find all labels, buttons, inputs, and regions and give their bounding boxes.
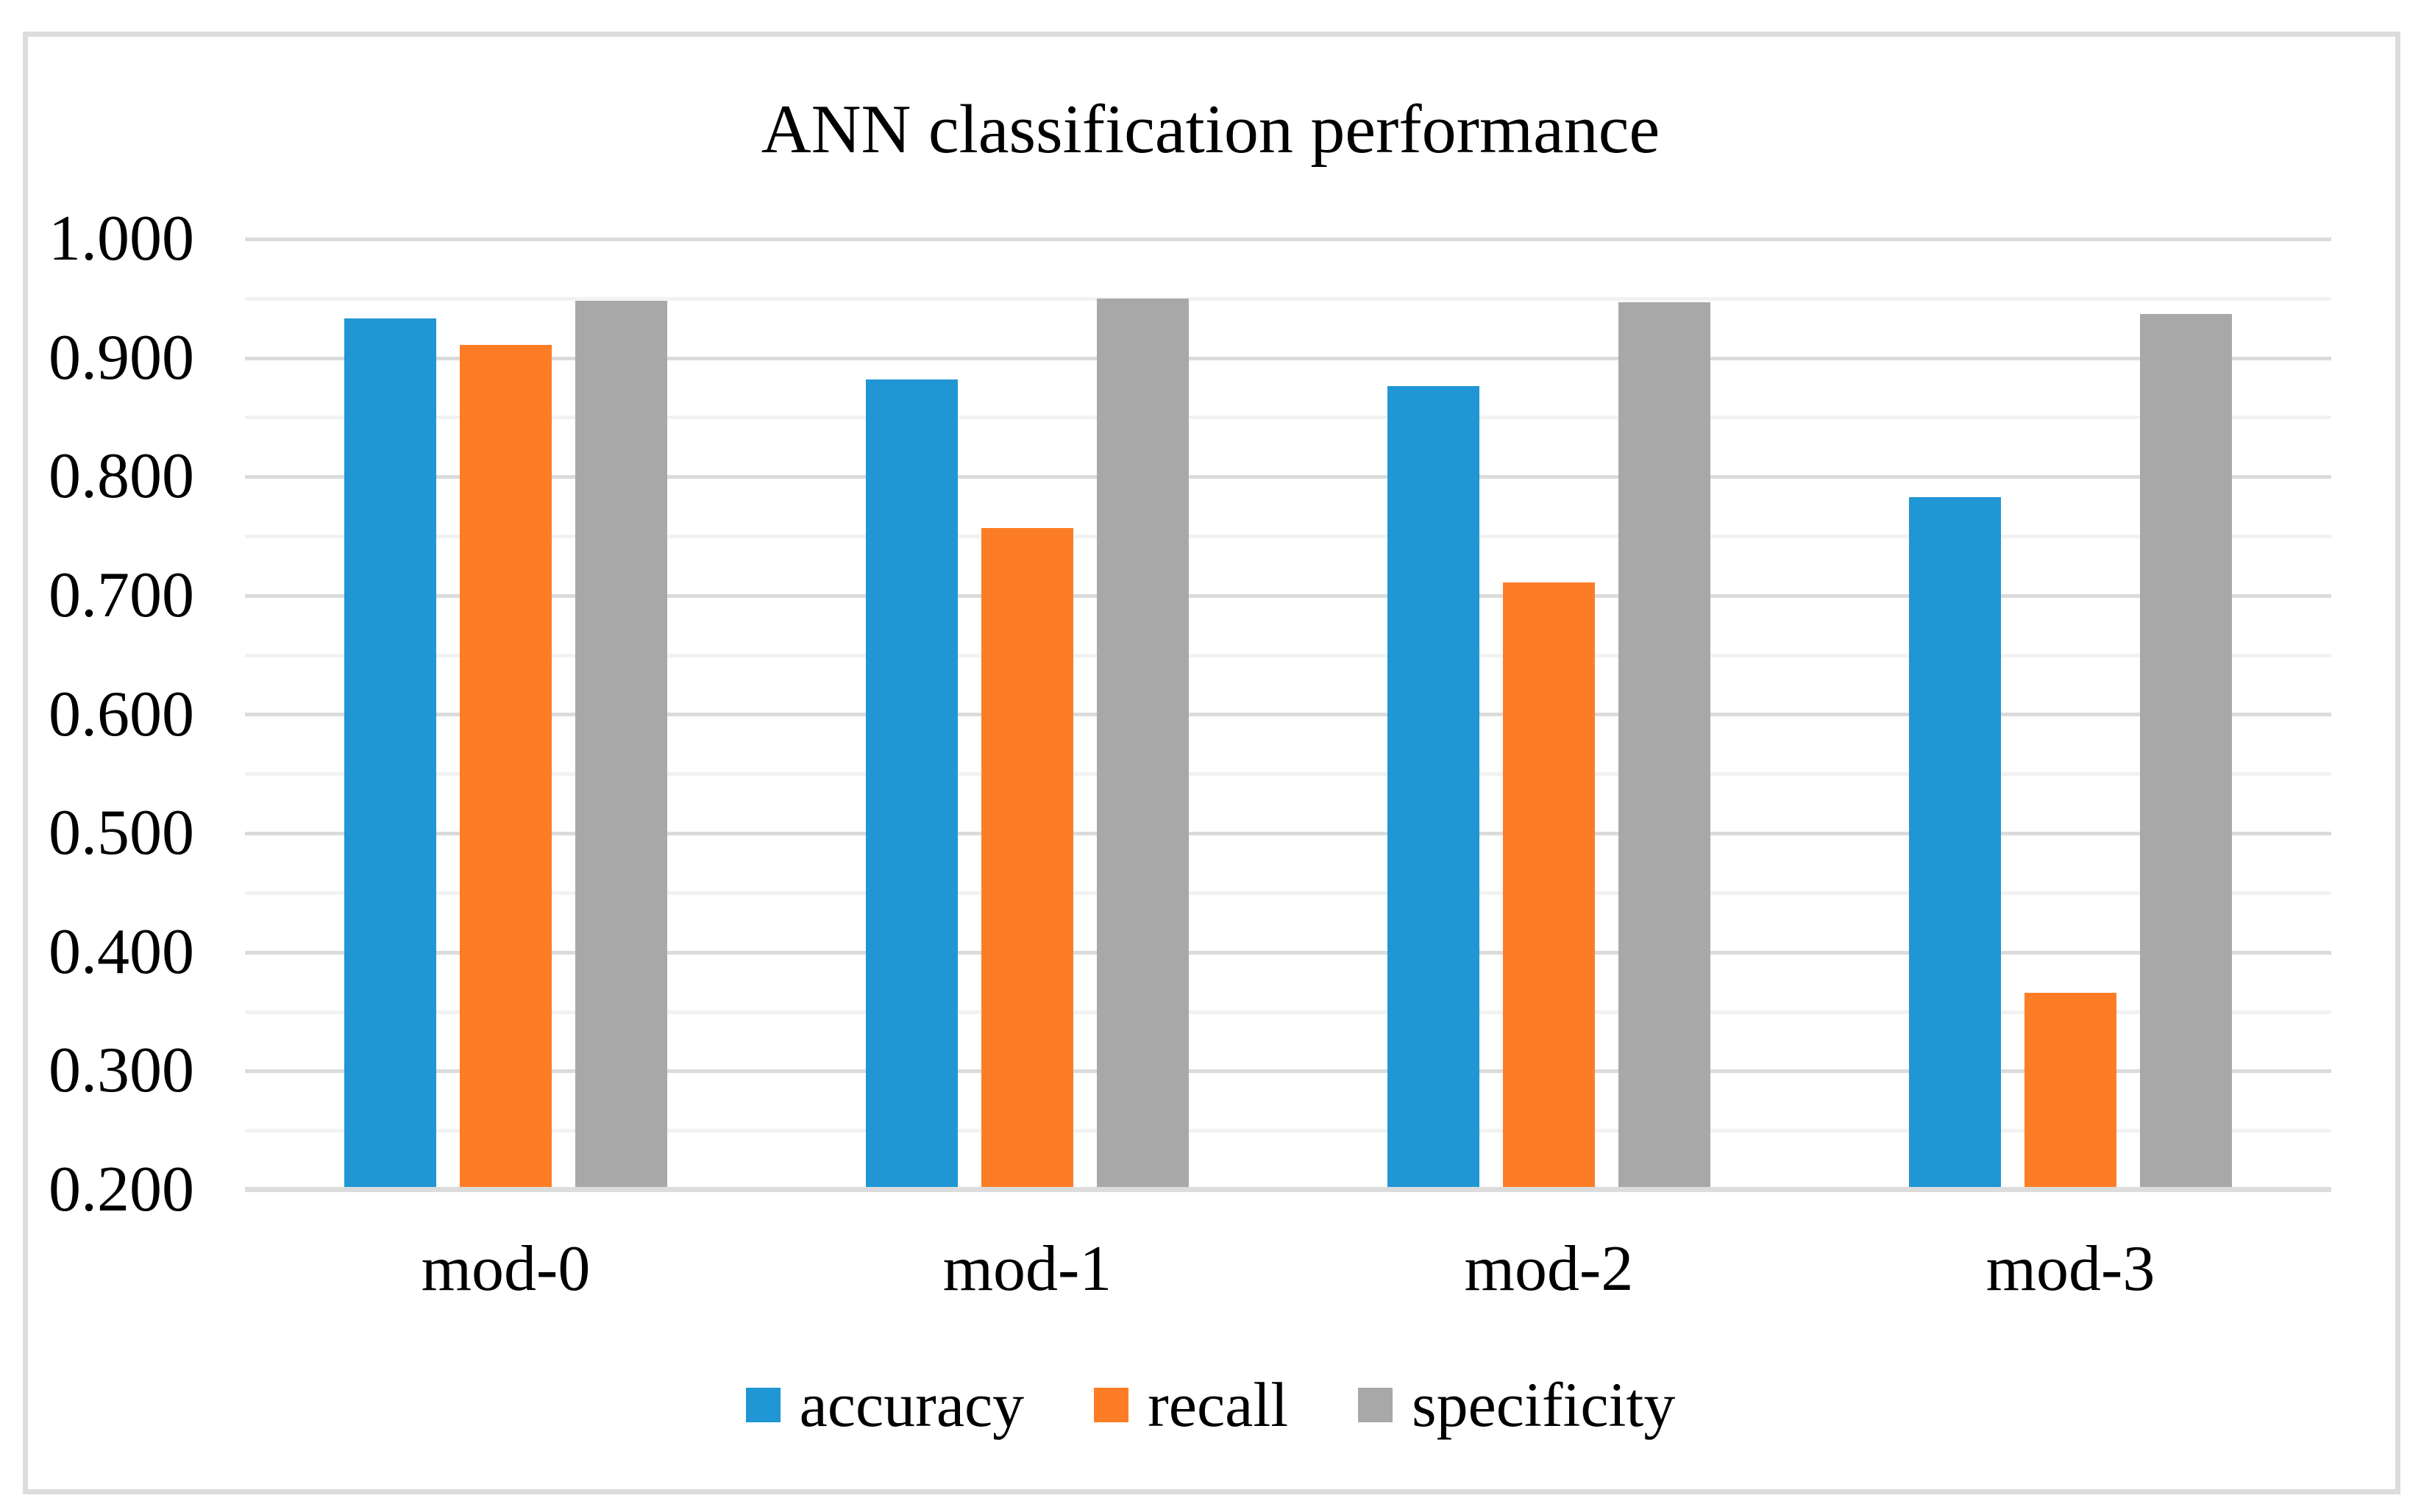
x-category-label-mod-1: mod-1 (942, 1233, 1112, 1305)
minor-gridline-0.550 (245, 772, 2331, 776)
y-tick-label-0.500: 0.500 (49, 797, 194, 869)
legend-item-recall: recall (1094, 1369, 1288, 1440)
minor-gridline-0.450 (245, 891, 2331, 895)
y-axis-tick-labels: 1.000 0.900 0.800 0.700 0.600 0.500 0.400 0.300… (0, 0, 194, 1512)
bar-specificity-mod-1 (1097, 299, 1189, 1190)
legend: accuracy recall specificity (0, 1369, 2421, 1440)
x-category-label-mod-0: mod-0 (421, 1233, 591, 1305)
legend-swatch-specificity (1358, 1387, 1393, 1422)
legend-swatch-accuracy (745, 1387, 781, 1422)
y-tick-label-0.400: 0.400 (49, 916, 194, 988)
plot-area (245, 238, 2331, 1192)
major-gridline-0.700 (245, 594, 2331, 598)
y-tick-label-0.800: 0.800 (49, 441, 194, 512)
chart-title: ANN classification performance (761, 91, 1660, 168)
y-tick-label-0.300: 0.300 (49, 1035, 194, 1106)
legend-item-accuracy: accuracy (745, 1369, 1025, 1440)
bar-accuracy-mod-2 (1387, 386, 1479, 1190)
minor-gridline-0.250 (245, 1129, 2331, 1133)
bar-recall-mod-0 (460, 345, 552, 1190)
major-gridline-1.000 (245, 238, 2331, 241)
major-gridline-0.400 (245, 951, 2331, 955)
bar-specificity-mod-0 (575, 301, 667, 1190)
bar-specificity-mod-3 (2140, 314, 2232, 1190)
bar-accuracy-mod-1 (866, 379, 958, 1190)
y-tick-label-0.700: 0.700 (49, 560, 194, 631)
x-axis-category-labels: mod-0 mod-1 mod-2 mod-3 (245, 1234, 2331, 1315)
legend-label-accuracy: accuracy (799, 1369, 1025, 1440)
x-axis-line (245, 1187, 2331, 1192)
major-gridline-0.300 (245, 1069, 2331, 1073)
bar-accuracy-mod-3 (1909, 497, 2001, 1190)
y-tick-label-0.900: 0.900 (49, 322, 194, 393)
legend-label-specificity: specificity (1412, 1369, 1676, 1440)
x-category-label-mod-2: mod-2 (1464, 1233, 1634, 1305)
y-tick-label-0.200: 0.200 (49, 1154, 194, 1225)
minor-gridline-0.650 (245, 654, 2331, 657)
minor-gridline-0.950 (245, 297, 2331, 301)
bar-accuracy-mod-0 (344, 318, 436, 1190)
legend-swatch-recall (1094, 1387, 1129, 1422)
x-category-label-mod-3: mod-3 (1985, 1233, 2155, 1305)
legend-label-recall: recall (1148, 1369, 1289, 1440)
y-tick-label-1.000: 1.000 (49, 203, 194, 274)
minor-gridline-0.750 (245, 535, 2331, 538)
bar-recall-mod-3 (2024, 993, 2116, 1190)
major-gridline-0.900 (245, 357, 2331, 360)
bar-specificity-mod-2 (1618, 302, 1710, 1190)
major-gridline-0.500 (245, 832, 2331, 835)
y-tick-label-0.600: 0.600 (49, 679, 194, 750)
bar-recall-mod-1 (981, 528, 1073, 1190)
major-gridline-0.600 (245, 713, 2331, 716)
minor-gridline-0.850 (245, 416, 2331, 419)
minor-gridline-0.350 (245, 1010, 2331, 1014)
legend-item-specificity: specificity (1358, 1369, 1675, 1440)
bar-recall-mod-2 (1503, 582, 1595, 1190)
major-gridline-0.800 (245, 475, 2331, 479)
